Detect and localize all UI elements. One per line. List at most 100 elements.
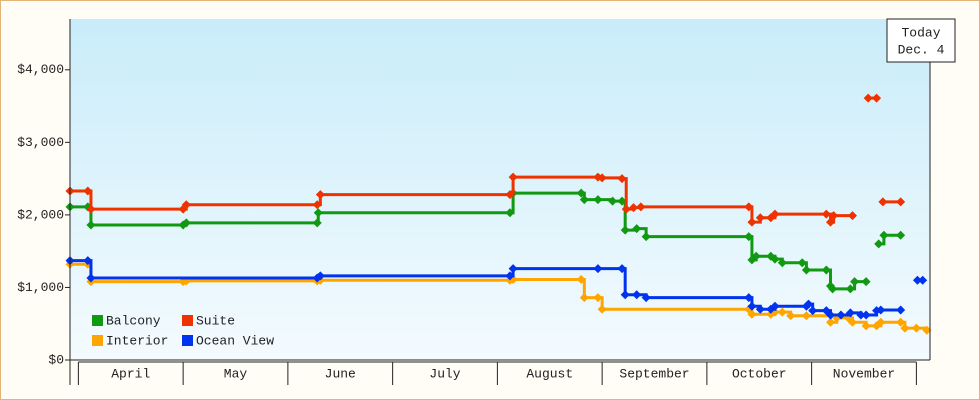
data-point — [874, 239, 884, 249]
data-point — [593, 195, 603, 205]
data-point — [579, 293, 589, 303]
data-point — [861, 277, 871, 287]
data-point — [83, 256, 93, 266]
data-point — [576, 188, 586, 198]
data-point — [755, 304, 765, 314]
data-point — [896, 230, 906, 240]
legend-swatch — [182, 335, 193, 346]
data-point — [847, 211, 857, 221]
plot-area — [70, 19, 930, 360]
data-point — [821, 265, 831, 275]
data-point — [911, 323, 921, 333]
legend-swatch — [92, 315, 103, 326]
data-point — [803, 299, 813, 309]
legend-label: Balcony — [106, 313, 161, 328]
data-point — [593, 293, 603, 303]
data-point — [508, 274, 518, 284]
y-tick-label: $3,000 — [17, 135, 64, 150]
legend-swatch — [92, 335, 103, 346]
data-point — [579, 195, 589, 205]
legend-label: Ocean View — [196, 333, 274, 348]
y-tick-label: $1,000 — [17, 280, 64, 295]
data-point — [878, 197, 888, 207]
data-point — [747, 309, 757, 319]
data-point — [845, 284, 855, 294]
data-point — [617, 196, 627, 206]
data-point — [922, 325, 932, 335]
data-point — [744, 232, 754, 242]
data-point — [315, 271, 325, 281]
data-point — [86, 204, 96, 214]
data-point — [777, 258, 787, 268]
legend-swatch — [182, 315, 193, 326]
x-tick-label: October — [732, 366, 787, 381]
data-point — [597, 173, 607, 183]
data-point — [593, 264, 603, 274]
data-point — [505, 271, 515, 281]
x-tick-label: June — [325, 366, 356, 381]
data-point — [825, 310, 835, 320]
data-point — [755, 213, 765, 223]
data-point — [801, 311, 811, 321]
data-point — [797, 258, 807, 268]
data-point — [508, 264, 518, 274]
data-point — [641, 232, 651, 242]
annotation-line: Today — [901, 25, 940, 40]
data-point — [597, 304, 607, 314]
data-point — [828, 284, 838, 294]
data-point — [786, 311, 796, 321]
data-point — [636, 202, 646, 212]
data-point — [508, 172, 518, 182]
data-point — [747, 301, 757, 311]
data-point — [747, 255, 757, 265]
data-point — [617, 174, 627, 184]
x-tick-label: May — [224, 366, 248, 381]
data-point — [620, 290, 630, 300]
data-point — [770, 301, 780, 311]
data-point — [918, 275, 928, 285]
data-point — [829, 211, 839, 221]
data-point — [744, 202, 754, 212]
data-point — [825, 317, 835, 327]
data-point — [896, 197, 906, 207]
data-point — [629, 203, 639, 213]
data-point — [86, 220, 96, 230]
data-point — [900, 323, 910, 333]
data-point — [747, 217, 757, 227]
data-point — [632, 224, 642, 234]
x-tick-label: July — [429, 366, 460, 381]
data-point — [896, 305, 906, 315]
data-point — [845, 308, 855, 318]
data-point — [632, 290, 642, 300]
data-point — [861, 321, 871, 331]
data-point — [181, 218, 191, 228]
annotation-box — [886, 18, 956, 63]
data-point — [315, 190, 325, 200]
x-tick-label: November — [833, 366, 895, 381]
data-point — [876, 317, 886, 327]
data-point — [825, 217, 835, 227]
y-tick-label: $4,000 — [17, 62, 64, 77]
data-point — [770, 254, 780, 264]
data-point — [751, 251, 761, 261]
annotation-line: Dec. 4 — [898, 42, 945, 57]
data-point — [621, 204, 631, 214]
x-tick-label: August — [526, 366, 573, 381]
lines — [65, 93, 932, 335]
data-point — [850, 277, 860, 287]
y-tick-label: $2,000 — [17, 207, 64, 222]
data-point — [876, 305, 886, 315]
data-point — [808, 306, 818, 316]
x-tick-label: April — [111, 366, 150, 381]
data-point — [83, 186, 93, 196]
data-point — [836, 310, 846, 320]
data-point — [617, 264, 627, 274]
data-point — [505, 190, 515, 200]
data-point — [86, 273, 96, 283]
data-point — [770, 209, 780, 219]
data-point — [912, 275, 922, 285]
legend-label: Interior — [106, 333, 168, 348]
data-point — [313, 208, 323, 218]
data-point — [879, 230, 889, 240]
